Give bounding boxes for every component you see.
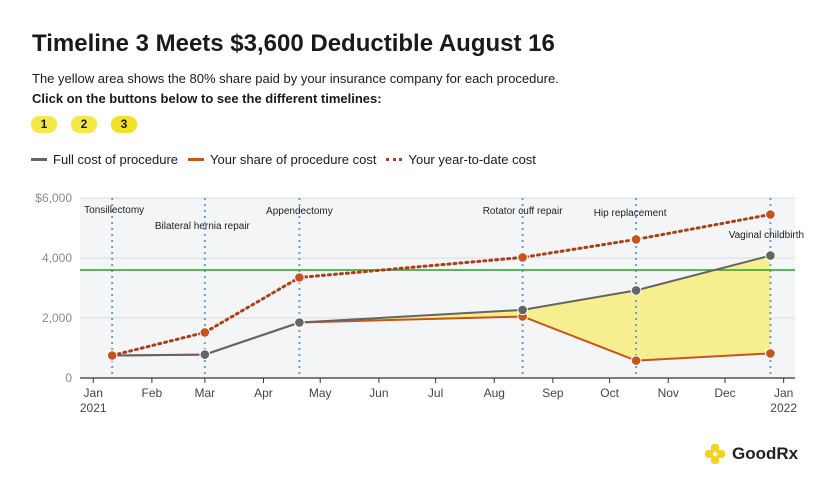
page-title: Timeline 3 Meets $3,600 Deductible Augus… xyxy=(32,30,555,57)
x-tick-label: Sep xyxy=(542,386,564,400)
ytd-cost-point xyxy=(765,209,776,220)
x-tick-label: Aug xyxy=(484,386,505,400)
chart-legend: Full cost of procedure Your share of pro… xyxy=(31,152,546,167)
x-tick-label: Jun xyxy=(369,386,388,400)
your-share-point xyxy=(630,355,642,366)
x-tick-label: Mar xyxy=(195,386,216,400)
y-tick-label: 2,000 xyxy=(42,311,72,325)
ytd-cost-point xyxy=(106,350,118,361)
goodrx-logo-icon xyxy=(705,444,725,464)
y-tick-label: 0 xyxy=(65,371,72,385)
timeline-instruction: Click on the buttons below to see the di… xyxy=(32,91,382,106)
timeline-2-button[interactable]: 2 xyxy=(71,116,97,133)
procedure-label: Hip replacement xyxy=(594,208,667,219)
full-cost-point xyxy=(294,317,305,328)
brand-name: GoodRx xyxy=(732,444,799,463)
ytd-cost-point xyxy=(630,234,642,245)
legend-ytd: Your year-to-date cost xyxy=(386,152,536,167)
timeline-buttons: 1 2 3 xyxy=(31,116,137,133)
procedure-label: Bilateral hernia repair xyxy=(155,221,251,232)
x-tick-year-label: 2021 xyxy=(80,401,107,415)
procedure-label: Appendectomy xyxy=(266,206,333,217)
ytd-cost-point xyxy=(294,272,305,283)
procedure-label: Rotator cuff repair xyxy=(483,206,564,217)
procedure-label: Vaginal childbirth xyxy=(729,230,804,241)
full-cost-point xyxy=(517,304,528,316)
x-tick-year-label: 2022 xyxy=(770,401,797,415)
full-cost-line xyxy=(112,254,771,357)
x-tick-label: Feb xyxy=(142,386,163,400)
full-cost-point xyxy=(765,250,776,261)
legend-your-share-label: Your share of procedure cost xyxy=(210,152,377,167)
x-tick-label: May xyxy=(309,386,332,400)
x-tick-label: Apr xyxy=(254,386,273,400)
legend-ytd-swatch xyxy=(386,158,403,161)
legend-your-share: Your share of procedure cost xyxy=(188,152,376,167)
legend-your-share-swatch xyxy=(188,158,205,161)
insurance-share-area xyxy=(112,255,771,361)
legend-ytd-label: Your year-to-date cost xyxy=(408,152,536,167)
ytd-cost-point xyxy=(199,327,211,338)
full-cost-point xyxy=(199,349,211,360)
legend-full-cost-label: Full cost of procedure xyxy=(53,152,179,167)
ytd-cost-point xyxy=(517,252,528,263)
legend-full-cost: Full cost of procedure xyxy=(31,152,178,167)
x-tick-label: Jan xyxy=(774,386,793,400)
ytd-cost-line xyxy=(110,213,772,357)
x-tick-label: Dec xyxy=(714,386,735,400)
chart-subtitle: The yellow area shows the 80% share paid… xyxy=(32,71,559,86)
timeline-3-button[interactable]: 3 xyxy=(111,116,137,133)
x-tick-label: Jul xyxy=(428,386,443,400)
legend-full-cost-swatch xyxy=(31,158,47,161)
x-tick-label: Nov xyxy=(658,386,679,400)
full-cost-point xyxy=(630,285,642,296)
goodrx-brand: GoodRx xyxy=(704,443,798,465)
x-tick-label: Jan xyxy=(84,386,103,400)
procedure-label: Tonsillectomy xyxy=(84,205,144,216)
your-share-point xyxy=(765,348,776,359)
timeline-1-button[interactable]: 1 xyxy=(31,116,57,133)
y-tick-label: 4,000 xyxy=(42,251,72,265)
x-tick-label: Oct xyxy=(600,386,619,400)
y-tick-label: $6,000 xyxy=(35,191,72,205)
